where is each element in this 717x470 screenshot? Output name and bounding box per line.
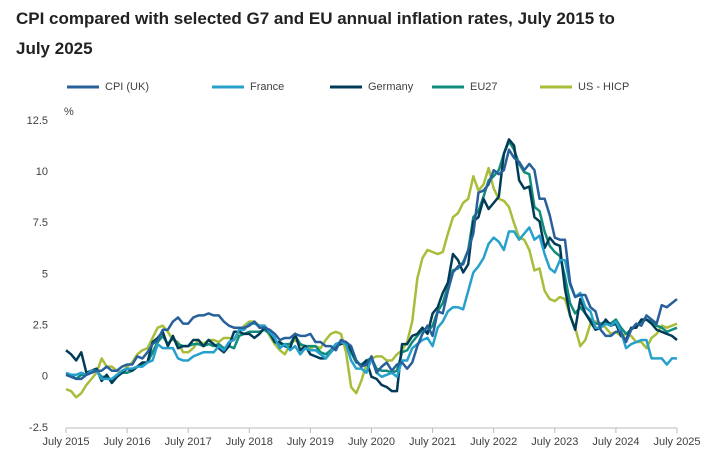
x-tick-label: July 2022 <box>470 436 517 448</box>
y-tick-label: 2.5 <box>33 320 48 332</box>
y-unit: % <box>64 106 74 118</box>
x-tick-label: July 2023 <box>531 436 578 448</box>
y-tick-label: 0 <box>42 371 48 383</box>
legend-label: EU27 <box>470 81 498 93</box>
x-tick-label: July 2025 <box>653 436 700 448</box>
y-tick-label: 10 <box>36 166 48 178</box>
series-line <box>65 166 678 399</box>
legend-label: France <box>250 81 284 93</box>
series-line <box>65 148 678 381</box>
x-tick-label: July 2019 <box>287 436 334 448</box>
x-tick-label: July 2021 <box>409 436 456 448</box>
y-tick-label: 12.5 <box>27 115 48 127</box>
legend-label: CPI (UK) <box>105 81 149 93</box>
x-tick-label: July 2015 <box>42 436 89 448</box>
chart-title: CPI compared with selected G7 and EU ann… <box>16 9 615 58</box>
legend-label: Germany <box>368 81 414 93</box>
x-tick-label: July 2018 <box>226 436 273 448</box>
series-line <box>65 138 678 393</box>
x-tick-label: July 2024 <box>592 436 639 448</box>
y-tick-label: -2.5 <box>29 422 48 434</box>
x-tick-label: July 2017 <box>165 436 212 448</box>
x-tick-label: July 2020 <box>348 436 395 448</box>
legend-label: US - HICP <box>578 81 629 93</box>
x-tick-label: July 2016 <box>104 436 151 448</box>
y-tick-label: 7.5 <box>33 217 48 229</box>
y-tick-label: 5 <box>42 268 48 280</box>
